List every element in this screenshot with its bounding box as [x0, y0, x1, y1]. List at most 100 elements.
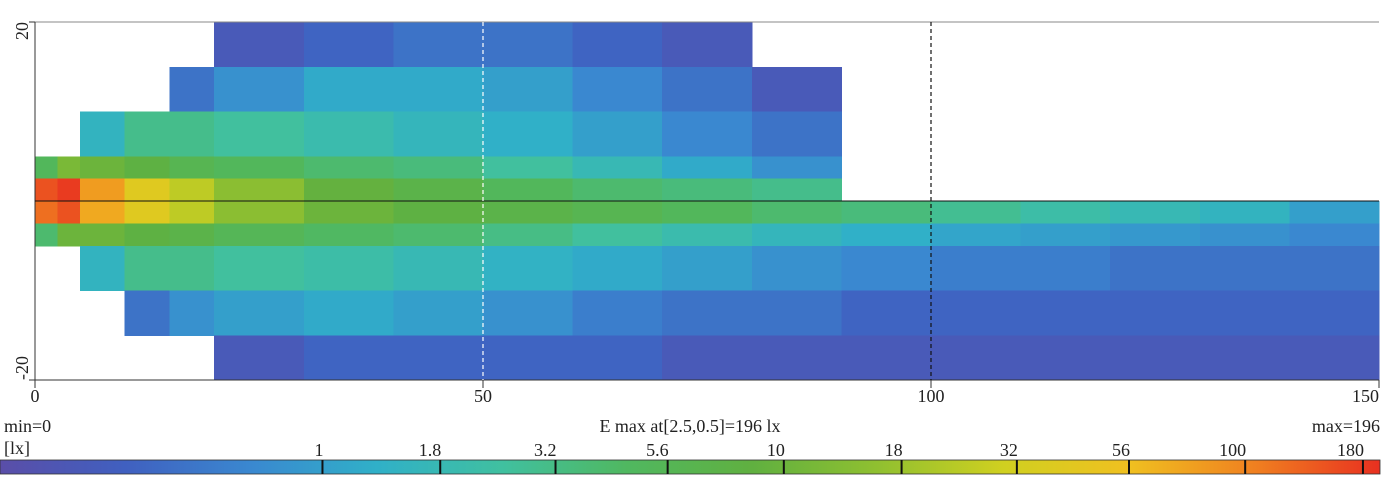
- heatmap-cell: [214, 156, 305, 180]
- colorbar-tick-label: 1.8: [419, 440, 442, 460]
- heatmap-cell: [662, 245, 753, 291]
- colorbar-tick-label: 100: [1219, 440, 1246, 460]
- heatmap-cell: [393, 156, 484, 180]
- heatmap-cell: [124, 111, 170, 157]
- heatmap-cell: [751, 201, 842, 224]
- unit-label: [lx]: [4, 438, 30, 458]
- heatmap-cell: [393, 223, 484, 247]
- heatmap-cell: [751, 178, 842, 202]
- heatmap-cell: [751, 66, 842, 112]
- colorbar-tick-label: 18: [885, 440, 903, 460]
- heatmap-cell: [662, 223, 753, 247]
- heatmap: [35, 22, 1380, 381]
- heatmap-cell: [931, 290, 1022, 336]
- heatmap-cell: [1289, 223, 1380, 247]
- heatmap-cell: [57, 223, 81, 247]
- colorbar: [0, 459, 1381, 475]
- heatmap-cell: [1289, 290, 1380, 336]
- heatmap-cell: [57, 201, 81, 224]
- heatmap-cell: [751, 290, 842, 336]
- heatmap-cell: [572, 111, 663, 157]
- heatmap-cell: [841, 223, 932, 247]
- y-tick-label: -20: [12, 356, 32, 380]
- heatmap-cell: [751, 111, 842, 157]
- heatmap-cell: [79, 111, 126, 157]
- colorbar-tick-label: 3.2: [534, 440, 557, 460]
- heatmap-cell: [169, 223, 215, 247]
- heatmap-cell: [393, 201, 484, 224]
- heatmap-cell: [751, 223, 842, 247]
- heatmap-cell: [303, 245, 394, 291]
- heatmap-cell: [79, 178, 126, 202]
- heatmap-cell: [303, 156, 394, 180]
- heatmap-cell: [124, 178, 170, 202]
- heatmap-cell: [572, 178, 663, 202]
- heatmap-cell: [169, 111, 215, 157]
- heatmap-cell: [662, 290, 753, 336]
- heatmap-cell: [303, 201, 394, 224]
- heatmap-cell: [662, 335, 753, 381]
- heatmap-cell: [483, 178, 574, 202]
- heatmap-cell: [572, 66, 663, 112]
- heatmap-cell: [57, 178, 81, 202]
- heatmap-cell: [1110, 223, 1201, 247]
- heatmap-cell: [483, 156, 574, 180]
- heatmap-cell: [214, 290, 305, 336]
- heatmap-cell: [1020, 245, 1111, 291]
- heatmap-cell: [35, 178, 58, 202]
- heatmap-cell: [572, 245, 663, 291]
- heatmap-cell: [214, 111, 305, 157]
- heatmap-cell: [931, 201, 1022, 224]
- colorbar-tick-label: 1: [314, 440, 323, 460]
- heatmap-cell: [124, 156, 170, 180]
- colorbar-tick-label: 56: [1112, 440, 1130, 460]
- heatmap-cell: [662, 156, 753, 180]
- heatmap-cell: [483, 335, 574, 381]
- heatmap-cell: [1199, 223, 1290, 247]
- heatmap-cell: [79, 245, 126, 291]
- heatmap-cell: [931, 223, 1022, 247]
- heatmap-cell: [214, 178, 305, 202]
- heatmap-cell: [303, 22, 394, 68]
- heatmap-cell: [214, 245, 305, 291]
- heatmap-cell: [662, 66, 753, 112]
- heatmap-cell: [572, 223, 663, 247]
- heatmap-cell: [79, 156, 126, 180]
- heatmap-cell: [393, 111, 484, 157]
- heatmap-cell: [662, 178, 753, 202]
- heatmap-cell: [169, 66, 215, 112]
- min-label: min=0: [4, 416, 51, 436]
- heatmap-cell: [572, 290, 663, 336]
- heatmap-cell: [662, 111, 753, 157]
- heatmap-cell: [751, 335, 842, 381]
- heatmap-cell: [393, 335, 484, 381]
- heatmap-cell: [303, 290, 394, 336]
- heatmap-cell: [214, 223, 305, 247]
- heatmap-cell: [303, 335, 394, 381]
- heatmap-cell: [841, 290, 932, 336]
- heatmap-cell: [393, 22, 484, 68]
- heatmap-cell: [1199, 201, 1290, 224]
- heatmap-cell: [1110, 290, 1201, 336]
- heatmap-cell: [35, 201, 58, 224]
- heatmap-cell: [483, 201, 574, 224]
- heatmap-cell: [1020, 201, 1111, 224]
- heatmap-cell: [483, 245, 574, 291]
- heatmap-cell: [1110, 201, 1201, 224]
- max-label: max=196: [1312, 416, 1380, 436]
- heatmap-cell: [572, 201, 663, 224]
- x-tick-label: 150: [1352, 386, 1379, 406]
- heatmap-cell: [483, 111, 574, 157]
- heatmap-cell: [79, 201, 126, 224]
- y-tick-label: 20: [12, 22, 32, 40]
- heatmap-cell: [1020, 335, 1111, 381]
- heatmap-cell: [124, 290, 170, 336]
- heatmap-cell: [124, 245, 170, 291]
- heatmap-cell: [1199, 245, 1290, 291]
- heatmap-cell: [393, 66, 484, 112]
- heatmap-cell: [169, 245, 215, 291]
- heatmap-cell: [393, 178, 484, 202]
- heatmap-cell: [751, 156, 842, 180]
- x-tick-label: 100: [918, 386, 945, 406]
